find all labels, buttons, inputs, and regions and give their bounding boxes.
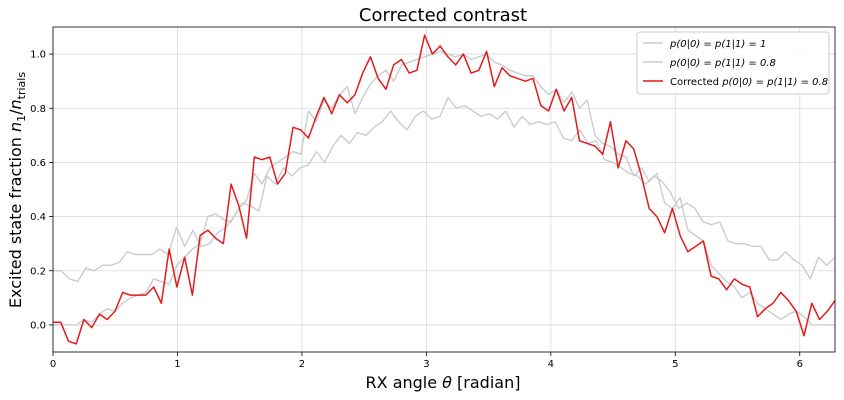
y-tick-label: 1.0 <box>30 50 46 61</box>
x-tick-label: 5 <box>672 359 678 370</box>
chart-title: Corrected contrast <box>359 5 527 26</box>
legend: p(0|0) = p(1|1) = 1 p(0|0) = p(1|1) = 0.… <box>636 31 830 95</box>
series-noisy-line <box>53 96 836 283</box>
x-tick-label: 2 <box>299 359 305 370</box>
x-tick-label: 4 <box>548 359 554 370</box>
legend-label-noisy: p(0|0) = p(1|1) = 0.8 <box>669 58 776 69</box>
y-tick-label: 0.0 <box>30 320 46 331</box>
legend-label-ideal: p(0|0) = p(1|1) = 1 <box>669 39 766 50</box>
series-group <box>53 34 836 345</box>
y-tick-label: 0.8 <box>30 104 46 115</box>
y-tick-label: 0.6 <box>30 158 46 169</box>
y-axis-label: Excited state fraction n1/ntrials <box>6 72 28 308</box>
x-tick-label: 0 <box>50 359 56 370</box>
x-axis-ticks: 0 1 2 3 4 5 6 <box>50 352 803 370</box>
legend-label-corrected: Corrected p(0|0) = p(1|1) = 0.8 <box>670 77 828 88</box>
series-corrected-line <box>53 34 836 345</box>
plot-frame <box>52 26 836 353</box>
x-tick-label: 6 <box>797 359 803 370</box>
y-tick-label: 0.4 <box>30 212 46 223</box>
legend-box <box>636 31 830 95</box>
y-axis-ticks: 0.0 0.2 0.4 0.6 0.8 1.0 <box>30 50 53 331</box>
x-axis-label: RX angle θ [radian] <box>366 373 521 392</box>
x-tick-label: 3 <box>423 359 429 370</box>
x-tick-label: 1 <box>174 359 180 370</box>
y-tick-label: 0.2 <box>30 266 46 277</box>
